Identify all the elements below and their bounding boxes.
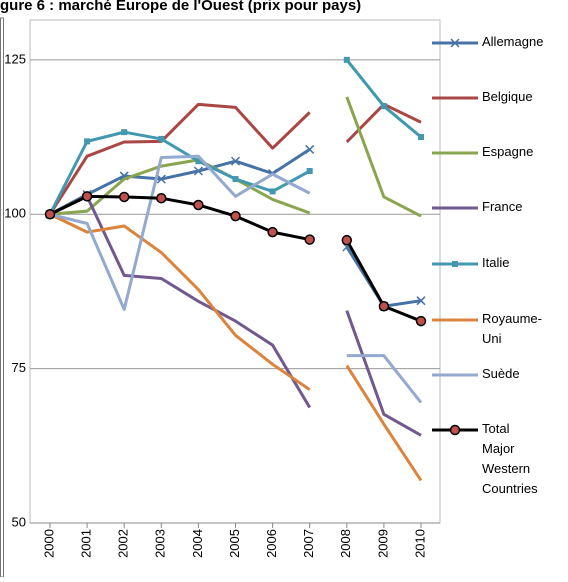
x-tick-label: 2003 (153, 529, 168, 558)
y-tick-label: 75 (12, 360, 26, 375)
marker (230, 156, 241, 166)
marker (304, 234, 315, 245)
line (49, 212, 311, 391)
x-tick-label: 2000 (41, 529, 56, 558)
marker (341, 234, 353, 246)
marker (452, 261, 458, 267)
marker (118, 191, 130, 203)
line (49, 194, 310, 242)
marker (195, 158, 202, 165)
plot-frame (29, 19, 441, 524)
legend-label: Royaume- Uni (482, 311, 542, 346)
marker (305, 144, 315, 154)
marker (306, 168, 313, 175)
marker (416, 296, 426, 306)
x-tick-label: 2010 (412, 529, 427, 558)
marker (378, 301, 390, 312)
marker (267, 226, 278, 238)
line (48, 130, 311, 215)
y-tick-label: 125 (4, 51, 26, 66)
legend-label: France (482, 199, 522, 214)
legend-label-line: Belgique (482, 89, 533, 104)
series (44, 191, 427, 327)
marker (193, 199, 204, 211)
marker (415, 315, 427, 327)
marker (380, 103, 387, 110)
marker (156, 174, 166, 184)
line (345, 246, 422, 308)
legend-label: Belgique (482, 89, 533, 104)
x-tick-label: 2005 (227, 529, 242, 558)
marker (121, 129, 128, 136)
x-tick-label: 2007 (301, 529, 316, 558)
legend-label: Allemagne (482, 34, 543, 49)
marker (156, 192, 167, 204)
x-tick-label: 2004 (190, 529, 205, 558)
x-tick-label: 2009 (375, 529, 390, 558)
legend-label-line: Major (482, 441, 515, 456)
series (49, 154, 423, 404)
marker (230, 210, 241, 222)
marker (449, 424, 461, 436)
legend-label-line: Suède (482, 366, 520, 381)
series (49, 194, 422, 437)
chart-title: gure 6 : marché Europe de l'Ouest (prix … (0, 0, 361, 14)
line (345, 96, 422, 218)
line (49, 154, 311, 311)
marker (450, 38, 460, 48)
legend-label-line: Italie (482, 255, 509, 270)
series (49, 96, 422, 218)
legend-label: Total Major Western Countries (482, 421, 538, 496)
marker (343, 56, 350, 63)
line (49, 194, 311, 409)
legend-label-line: Countries (482, 481, 538, 496)
line (49, 148, 311, 216)
x-tick-label: 2008 (338, 529, 353, 558)
marker (418, 134, 424, 141)
legend-label-line: Espagne (482, 144, 533, 159)
legend-label-line: Allemagne (482, 34, 543, 49)
legend-label: Espagne (482, 144, 533, 159)
legend-label-line: Total (482, 421, 510, 436)
line (48, 102, 311, 216)
legend-label: Italie (482, 255, 509, 270)
marker (81, 191, 93, 202)
x-tick-label: 2006 (264, 529, 279, 558)
marker (44, 209, 56, 220)
marker (84, 138, 91, 145)
x-tick-label: 2001 (79, 529, 94, 558)
legend-label-line: Western (482, 461, 530, 476)
y-tick-label: 100 (4, 206, 26, 221)
marker (232, 176, 239, 183)
legend-label: Suède (482, 366, 520, 381)
x-tick-label: 2002 (116, 529, 131, 558)
marker (158, 135, 165, 142)
legend-label-line: France (482, 199, 522, 214)
marker (193, 166, 203, 176)
legend-label-line: Royaume- (482, 311, 542, 326)
line (345, 310, 422, 437)
frame (0, 17, 4, 578)
series (47, 56, 424, 218)
series (49, 212, 423, 482)
line (346, 354, 423, 404)
marker (269, 188, 276, 195)
legend-label-line: Uni (482, 331, 502, 346)
line (345, 364, 423, 482)
y-tick-label: 50 (12, 514, 26, 529)
line (49, 158, 311, 216)
